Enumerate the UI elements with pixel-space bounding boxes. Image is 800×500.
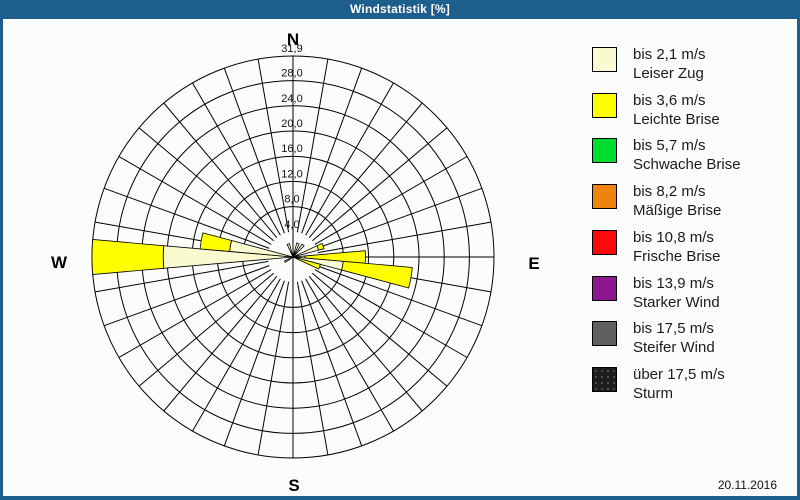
legend-speed: bis 8,2 m/s: [633, 183, 706, 200]
grid-spoke: [301, 280, 363, 447]
polar-grid: [91, 55, 495, 459]
legend-speed: bis 5,7 m/s: [633, 137, 706, 154]
compass-label-east: E: [528, 254, 540, 273]
radial-axis-label: 24,0: [281, 93, 302, 105]
legend-swatch: [592, 184, 617, 209]
grid-spoke: [192, 278, 281, 432]
legend-name: Frische Brise: [633, 248, 721, 265]
radial-axis-label: 8,0: [284, 194, 299, 206]
legend-item: über 17,5 m/s Sturm: [592, 365, 725, 403]
legend-name: Leiser Zug: [633, 65, 704, 82]
petal-segment: [199, 232, 233, 252]
legend-item: bis 10,8 m/s Frische Brise: [592, 228, 721, 266]
grid-spoke: [316, 187, 483, 249]
legend-swatch: [592, 47, 617, 72]
grid-spoke: [296, 281, 329, 455]
grid-spoke: [316, 265, 483, 327]
grid-spoke: [163, 102, 278, 239]
legend-item: bis 2,1 m/s Leiser Zug: [592, 45, 706, 83]
legend-swatch: [592, 93, 617, 118]
legend-name: Mäßige Brise: [633, 202, 722, 219]
petal-segment: [286, 243, 294, 258]
legend-speed: bis 17,5 m/s: [633, 320, 714, 337]
chart-panel: 4,0 8,0 12,0 16,0 20,0 24,0 28,0 31,9 N S W E b…: [3, 19, 797, 496]
legend-name: Schwache Brise: [633, 156, 741, 173]
grid-spoke: [95, 260, 269, 293]
grid-spoke: [308, 275, 423, 412]
legend-item: bis 3,6 m/s Leichte Brise: [592, 91, 720, 129]
legend-name: Starker Wind: [633, 294, 720, 311]
compass-label-south: S: [288, 476, 300, 495]
grid-spoke: [305, 278, 394, 432]
legend-item: bis 17,5 m/s Steifer Wind: [592, 319, 715, 357]
legend-swatch: [592, 367, 617, 392]
grid-spoke: [305, 82, 394, 236]
legend-speed: bis 13,9 m/s: [633, 275, 714, 292]
petal-segment: [292, 243, 305, 258]
petal-segment: [283, 256, 294, 263]
radial-axis-label: 28,0: [281, 68, 302, 80]
grid-spoke: [103, 187, 270, 249]
legend-name: Steifer Wind: [633, 339, 715, 356]
legend-item: bis 8,2 m/s Mäßige Brise: [592, 182, 721, 220]
grid-spoke: [308, 102, 423, 239]
legend-swatch: [592, 138, 617, 163]
legend-speed: bis 2,1 m/s: [633, 46, 706, 63]
legend-speed: bis 3,6 m/s: [633, 92, 706, 109]
legend-swatch: [592, 230, 617, 255]
grid-spoke: [223, 67, 285, 234]
radial-axis-label: 12,0: [281, 168, 302, 180]
grid-spoke: [317, 221, 491, 254]
legend-item: bis 13,9 m/s Starker Wind: [592, 274, 720, 312]
legend-swatch: [592, 321, 617, 346]
legend-speed: bis 10,8 m/s: [633, 229, 714, 246]
radial-axis-label: 4,0: [284, 219, 299, 231]
petal-segment: [91, 239, 165, 275]
petal-segment: [341, 260, 413, 289]
window-title: Windstatistik [%]: [350, 2, 450, 16]
grid-spoke: [138, 272, 275, 387]
petal-segment: [316, 242, 325, 251]
wind-rose-chart: 4,0 8,0 12,0 16,0 20,0 24,0 28,0 31,9: [91, 43, 495, 459]
grid-spoke: [301, 67, 363, 234]
legend-name: Leichte Brise: [633, 111, 720, 128]
radial-axis-labels: 4,0 8,0 12,0 16,0 20,0 24,0 28,0 31,9: [281, 43, 302, 231]
legend-name: Sturm: [633, 385, 674, 402]
radial-axis-label: 16,0: [281, 143, 302, 155]
grid-spoke: [311, 127, 448, 242]
grid-spoke: [138, 127, 275, 242]
compass-label-west: W: [50, 253, 68, 272]
grid-spoke: [311, 272, 448, 387]
grid-spoke: [314, 156, 468, 245]
radial-axis-label: 31,9: [281, 43, 302, 55]
grid-spoke: [192, 82, 281, 236]
grid-spoke: [118, 156, 272, 245]
legend-speed: über 17,5 m/s: [633, 366, 725, 383]
grid-spoke: [163, 275, 278, 412]
grid-spoke: [257, 59, 290, 233]
grid-spoke: [223, 280, 285, 447]
legend-item: bis 5,7 m/s Schwache Brise: [592, 136, 741, 174]
grid-spoke: [257, 281, 290, 455]
compass-label-north: N: [286, 30, 300, 49]
date-stamp: 20.11.2016: [717, 478, 777, 492]
legend-swatch: [592, 276, 617, 301]
grid-spoke: [296, 59, 329, 233]
grid-spoke: [103, 265, 270, 327]
petal-segment: [297, 257, 321, 270]
petal-segment: [292, 242, 300, 258]
grid-spoke: [314, 269, 468, 358]
grid-spoke: [118, 269, 272, 358]
title-bar: Windstatistik [%]: [3, 0, 797, 19]
petals: [91, 232, 413, 289]
radial-axis-label: 20,0: [281, 118, 302, 130]
legend: bis 2,1 m/s Leiser Zug bis 3,6 m/s Leichte…: [592, 19, 792, 496]
